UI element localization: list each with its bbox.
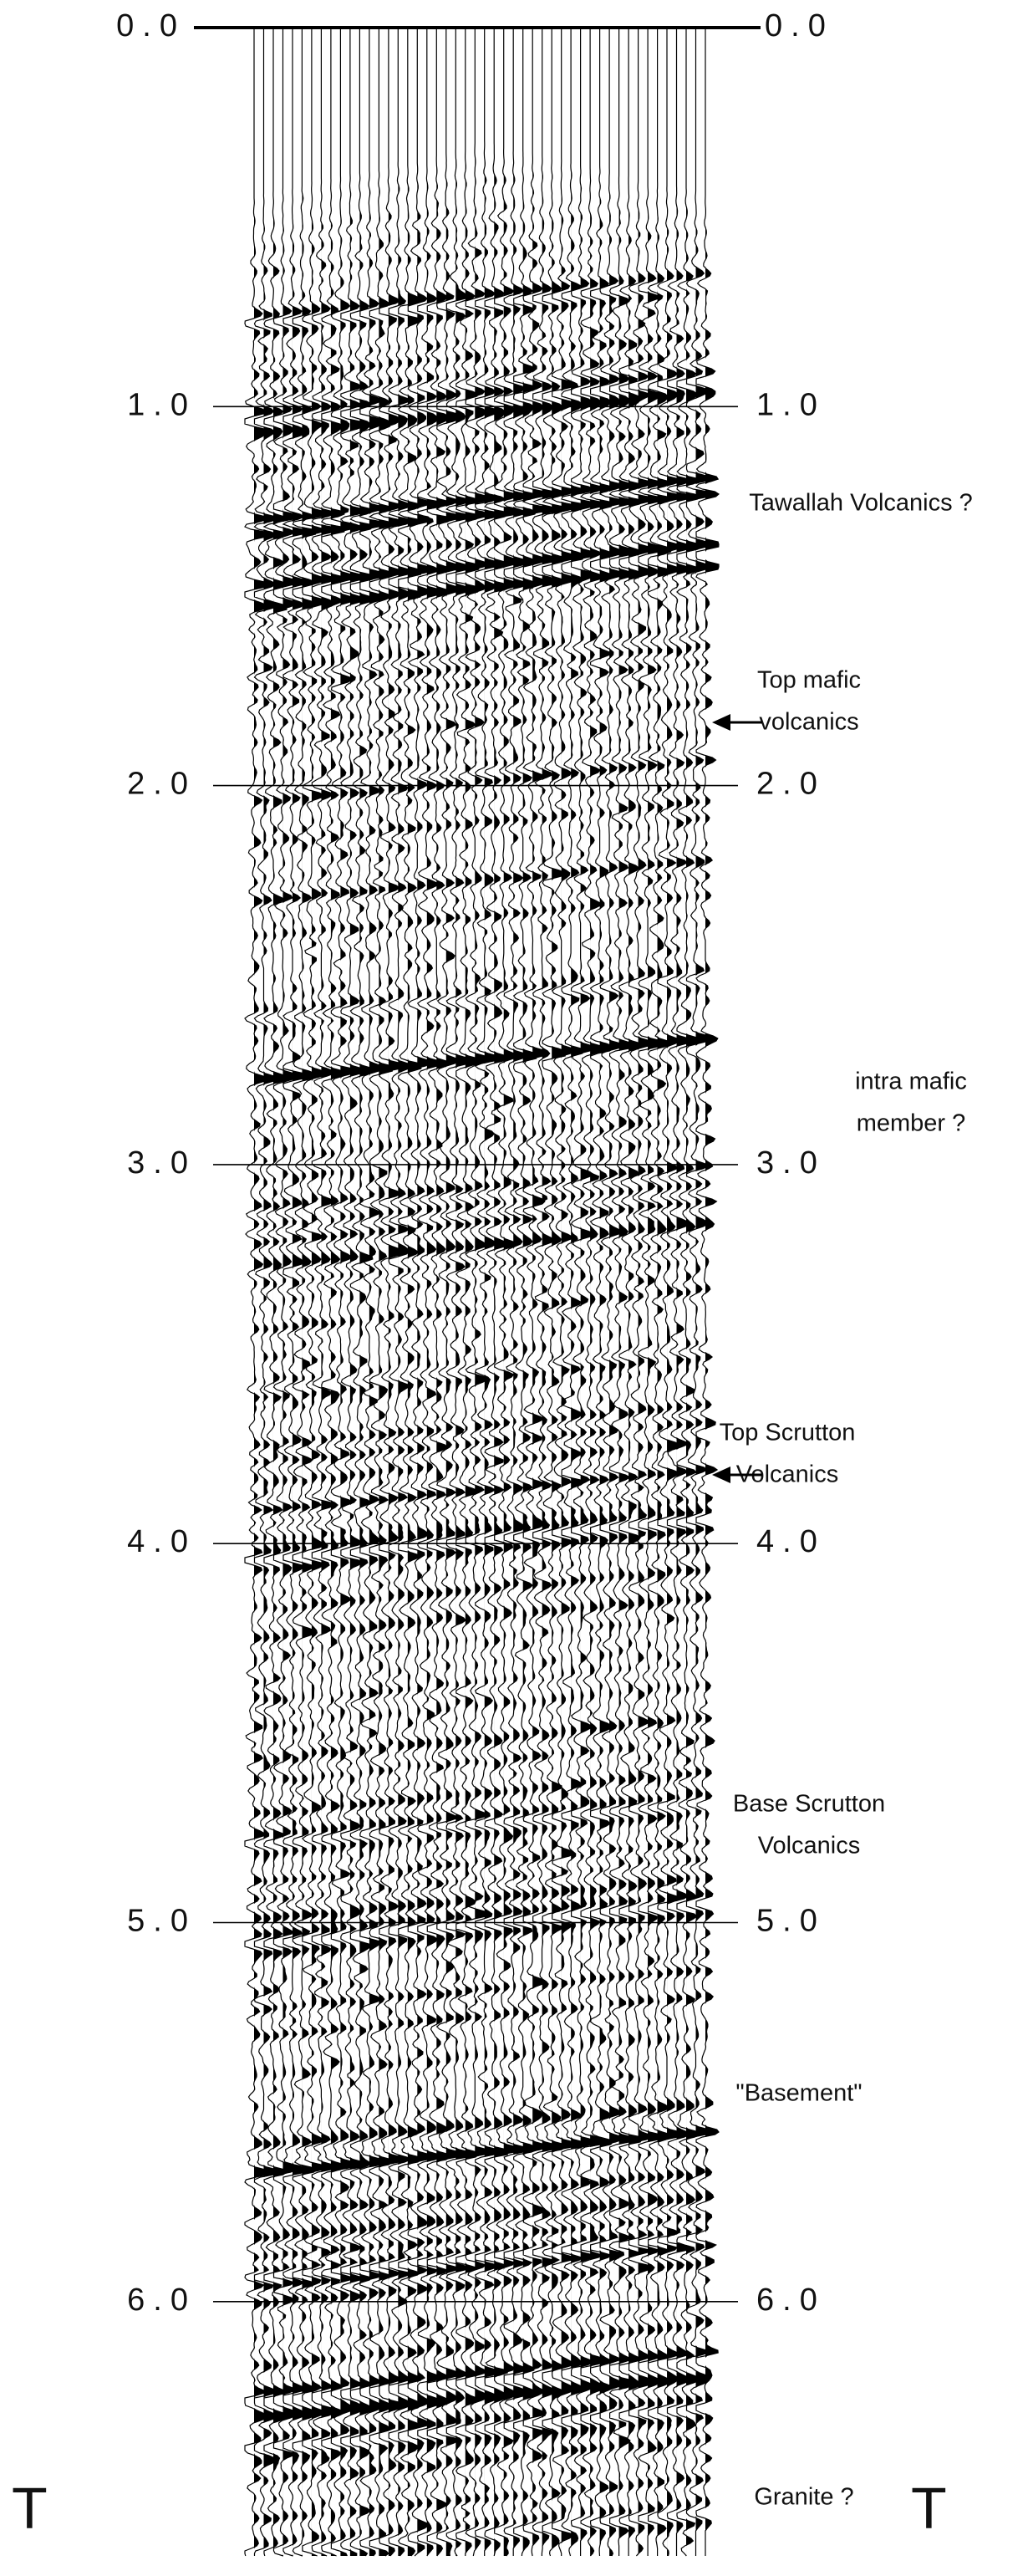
trace-fill: [695, 28, 710, 2556]
seismic-trace: [272, 27, 298, 2557]
seismic-trace: [378, 27, 404, 2557]
seismic-trace: [349, 27, 374, 2557]
trace-fill: [657, 28, 671, 2556]
seismic-trace: [426, 27, 451, 2557]
seismic-trace: [522, 27, 547, 2557]
trace-fill: [686, 28, 700, 2556]
annotation-text: Base Scrutton: [733, 1791, 885, 1818]
trace-fill: [561, 28, 575, 2556]
annotation-text: intra mafic: [855, 1069, 967, 1095]
annotation-text: member ?: [857, 1110, 966, 1137]
left-time-label: 4.0: [127, 1524, 196, 1559]
trace-fill: [272, 28, 287, 2556]
trace-fill: [388, 28, 402, 2556]
annotations: Tawallah Volcanics ? Top mafic volcanics in…: [12, 490, 973, 2541]
left-time-label: 6.0: [127, 2283, 196, 2318]
annotation-text: Granite ?: [754, 2484, 853, 2511]
time-axes: 0.0 0.0 1.0 1.0 2.0 2.0 3.0 3.0 4.0 4.0 5.0 5.0 6.0 6…: [116, 8, 834, 2318]
seismic-trace: [570, 27, 595, 2556]
seismic-trace: [465, 27, 490, 2557]
seismic-trace: [435, 27, 461, 2557]
trace-fill: [599, 28, 613, 2556]
seismic-trace: [330, 27, 355, 2557]
seismic-trace: [580, 27, 605, 2557]
right-time-label: 5.0: [756, 1904, 826, 1939]
left-time-label: 0.0: [116, 8, 186, 43]
right-time-label: 0.0: [765, 8, 834, 43]
seismic-trace: [244, 28, 268, 2557]
seismic-trace: [292, 27, 317, 2557]
right-time-label: 6.0: [756, 2283, 826, 2318]
trace-fill: [590, 28, 604, 2556]
seismic-trace: [551, 27, 576, 2556]
seismic-trace: [262, 27, 288, 2557]
right-time-label: 4.0: [756, 1524, 826, 1559]
annotation-text: Volcanics: [758, 1833, 861, 1859]
annotation-text: Tawallah Volcanics ?: [749, 490, 973, 517]
trace-fill: [359, 28, 374, 2556]
corner-label: T: [12, 2475, 48, 2540]
seismic-trace: [407, 27, 432, 2557]
seismic-trace: [561, 27, 586, 2557]
trace-fill: [648, 28, 662, 2556]
seismic-section: [244, 27, 720, 2557]
seismic-trace: [253, 27, 278, 2556]
arrow-head: [712, 1467, 730, 1483]
left-time-label: 1.0: [127, 387, 196, 422]
seismic-trace: [532, 27, 557, 2556]
trace-fill: [254, 28, 267, 2556]
trace-fill: [263, 28, 277, 2556]
left-time-label: 5.0: [127, 1904, 196, 1939]
seismic-trace: [493, 27, 518, 2557]
seismic-trace: [321, 27, 345, 2557]
corner-label: T: [911, 2475, 947, 2540]
annotation-text: "Basement": [735, 2080, 862, 2107]
seismic-trace: [542, 27, 567, 2557]
seismic-trace: [282, 27, 308, 2557]
arrow-head: [712, 714, 730, 731]
trace-fill: [369, 28, 383, 2556]
seismic-trace: [484, 27, 509, 2557]
seismic-trace: [388, 27, 413, 2557]
trace-fill: [618, 28, 633, 2556]
seismic-trace: [512, 27, 537, 2557]
seismic-trace: [359, 27, 384, 2557]
seismic-trace: [369, 27, 394, 2557]
seismic-trace: [301, 27, 326, 2557]
trace-fill: [398, 28, 412, 2556]
trace-fill: [407, 28, 421, 2556]
seismic-trace: [695, 28, 720, 2556]
seismic-trace: [608, 27, 634, 2556]
left-time-label: 2.0: [127, 767, 196, 802]
seismic-trace: [455, 27, 480, 2556]
seismic-trace: [589, 27, 614, 2557]
seismic-trace: [503, 27, 528, 2556]
right-time-label: 3.0: [756, 1145, 826, 1181]
trace-fill: [552, 28, 566, 2556]
annotation-text: volcanics: [759, 709, 858, 736]
trace-fill: [542, 28, 556, 2556]
trace-fill: [330, 28, 344, 2556]
trace-fill: [282, 28, 297, 2556]
right-time-label: 1.0: [756, 387, 826, 422]
seismic-trace: [416, 27, 441, 2557]
seismic-trace: [474, 27, 499, 2556]
left-time-label: 3.0: [127, 1145, 196, 1181]
trace-fill: [580, 28, 594, 2556]
right-time-label: 2.0: [756, 767, 826, 802]
seismic-trace: [311, 27, 336, 2557]
seismic-trace: [599, 27, 624, 2557]
seismic-trace: [445, 27, 471, 2557]
seismic-trace: [339, 27, 364, 2557]
trace-fill: [676, 28, 690, 2556]
annotation-text: Top Scrutton: [720, 1420, 856, 1446]
trace-fill: [638, 28, 652, 2556]
seismic-trace: [618, 27, 644, 2556]
annotation-text: Top mafic: [757, 667, 861, 694]
